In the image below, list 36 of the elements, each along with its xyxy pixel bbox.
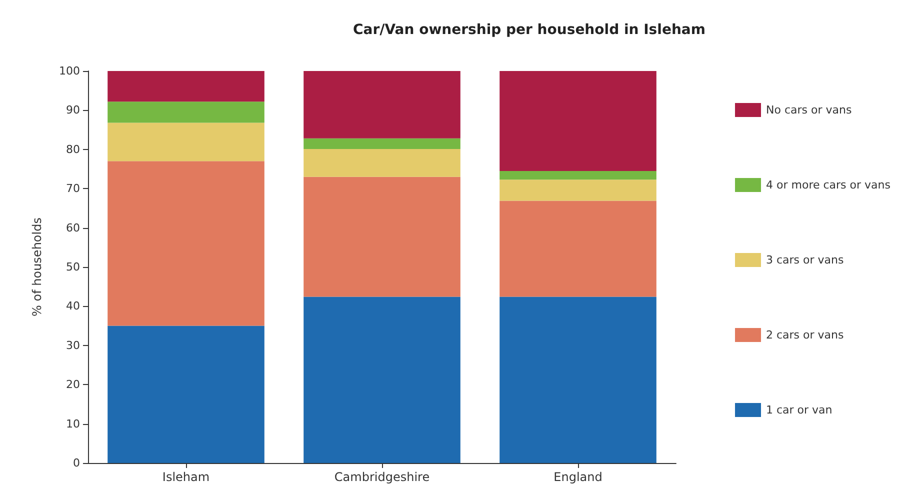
bar (304, 71, 460, 138)
legend-label: 1 car or van (766, 404, 832, 416)
bar (108, 71, 264, 102)
y-tick-label: 10 (66, 417, 80, 430)
bar (304, 296, 460, 463)
bar (108, 122, 264, 162)
legend-label: No cars or vans (766, 104, 852, 116)
y-tick-label: 0 (73, 456, 80, 470)
y-tick-label: 90 (66, 104, 80, 117)
bar (500, 200, 656, 297)
legend-label: 4 or more cars or vans (766, 178, 891, 192)
y-tick-label: 70 (66, 182, 80, 196)
legend-label: 2 cars or vans (766, 328, 844, 342)
y-tick-label: 50 (66, 260, 80, 274)
chart-title: Car/Van ownership per household in Isleham (353, 22, 706, 38)
x-tick-label: England (554, 470, 602, 484)
y-tick-label: 80 (66, 142, 80, 156)
y-axis-title: % of households (30, 218, 44, 316)
bar (304, 176, 460, 297)
bar (500, 296, 656, 463)
bar (108, 102, 264, 123)
x-tick-label: Isleham (162, 470, 210, 484)
y-tick-label: 100 (59, 64, 80, 78)
y-tick-label: 60 (66, 221, 80, 234)
bar (500, 170, 656, 180)
bar (500, 71, 656, 171)
y-tick-label: 40 (66, 300, 80, 313)
bar (108, 326, 264, 463)
y-tick-label: 20 (66, 378, 80, 392)
bar (108, 161, 264, 326)
bar (304, 138, 460, 150)
bar (500, 180, 656, 201)
y-tick-label: 30 (66, 338, 80, 352)
legend-label: 3 cars or vans (766, 254, 844, 266)
x-tick-label: Cambridgeshire (334, 470, 430, 484)
bar (304, 149, 460, 177)
